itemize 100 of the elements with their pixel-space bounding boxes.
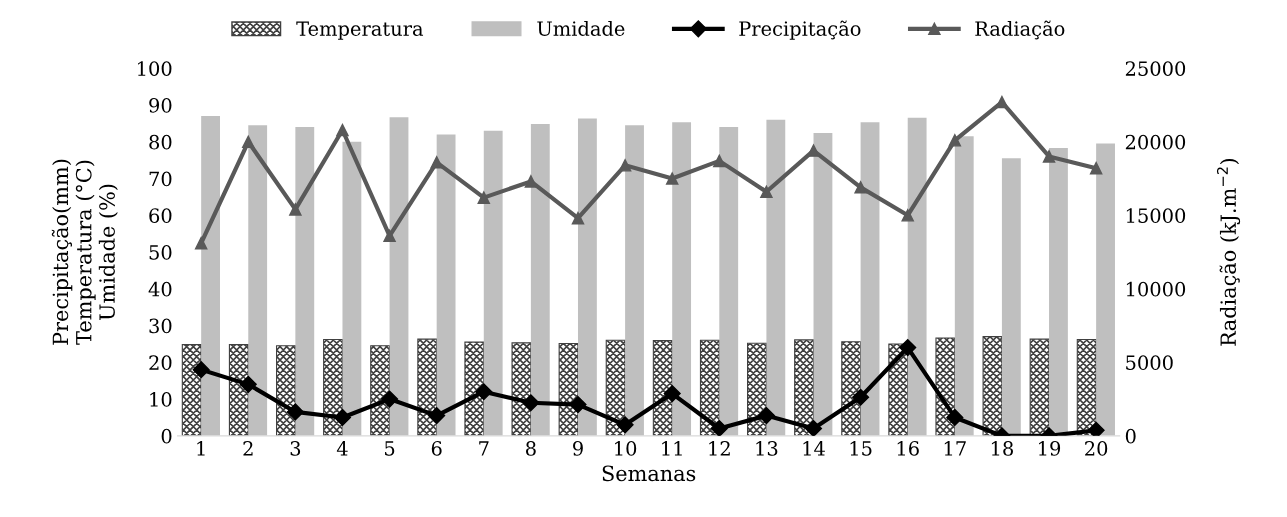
point: [616, 416, 634, 434]
x-tick-label: 9: [573, 441, 583, 456]
y2-tick-label: 20000: [1125, 134, 1186, 150]
bar: [1001, 158, 1021, 436]
bar: [888, 343, 909, 436]
bar: [794, 339, 815, 436]
x-tick-label: 20: [1085, 441, 1108, 456]
y-tick-label: 50: [149, 244, 172, 260]
y-tick-label: 70: [149, 171, 172, 187]
point: [946, 408, 964, 427]
bar: [907, 117, 927, 436]
bar: [719, 127, 739, 436]
point: [663, 385, 681, 403]
bar: [954, 136, 974, 436]
y-tick-label: 40: [148, 281, 172, 297]
point: [854, 181, 867, 194]
bar: [982, 336, 1003, 436]
y-tick-label: 60: [149, 208, 172, 223]
x-tick-label: 5: [385, 441, 395, 456]
y-tick-label: 30: [149, 318, 172, 334]
point: [477, 191, 491, 204]
bar: [672, 122, 692, 436]
point: [710, 419, 728, 436]
y-tick-label: 10: [150, 392, 172, 407]
point: [760, 185, 773, 199]
point: [428, 407, 446, 425]
x-tick-label: 16: [897, 441, 919, 456]
bar: [1096, 143, 1115, 436]
bar: [370, 345, 391, 436]
x-tick-label: 10: [615, 441, 637, 456]
bar: [201, 116, 220, 436]
x-tick-label: 7: [479, 441, 489, 456]
y2-tick-label: 15000: [1126, 208, 1186, 223]
x-tick-label: 14: [803, 441, 825, 456]
bar: [389, 117, 409, 436]
bar: [1029, 338, 1050, 436]
y-axis-title: Precipitação(mm) Temperatura (°C) Umidade (%): [51, 159, 118, 345]
y-tick-label: 0: [161, 428, 172, 444]
bar: [577, 118, 597, 436]
bar: [295, 127, 315, 436]
x-tick-label: 4: [336, 441, 348, 456]
point: [286, 403, 304, 421]
point: [289, 203, 302, 216]
y2-tick-label: 0: [1125, 428, 1136, 444]
x-tick-label: 8: [526, 441, 536, 456]
point: [757, 407, 775, 425]
point: [522, 394, 540, 412]
point: [899, 339, 917, 357]
bar: [342, 141, 362, 436]
point: [618, 159, 632, 172]
bar: [625, 125, 644, 436]
bar: [181, 344, 202, 436]
bar: [464, 341, 485, 436]
bar: [417, 338, 438, 436]
point: [804, 419, 823, 436]
bar: [860, 122, 880, 436]
bar: [511, 342, 532, 436]
legend-label: Temperatura: [296, 21, 424, 40]
point: [194, 236, 208, 250]
y-tick-label: 20: [149, 355, 172, 370]
point: [713, 154, 726, 168]
point: [571, 211, 585, 225]
point: [901, 209, 914, 222]
point: [1042, 150, 1056, 163]
point: [524, 175, 538, 188]
point: [383, 229, 396, 243]
point: [948, 134, 962, 147]
x-tick-label: 6: [431, 441, 442, 456]
bar: [841, 341, 862, 436]
y-tick-label: 80: [149, 134, 172, 150]
bar: [248, 125, 268, 436]
legend-label: Radiação: [975, 20, 1065, 40]
point: [239, 375, 257, 393]
y2-tick-label: 25000: [1125, 61, 1186, 76]
x-tick-label: 13: [756, 441, 778, 456]
point: [665, 172, 679, 185]
point: [1087, 421, 1105, 436]
x-tick-label: 12: [709, 441, 730, 456]
y-tick-label: 100: [138, 61, 172, 76]
point: [475, 383, 493, 401]
point: [569, 396, 587, 414]
legend-label: Umidade: [537, 20, 625, 36]
legend-label: Precipitação: [739, 20, 861, 40]
x-tick-label: 2: [243, 441, 253, 456]
bar: [1049, 148, 1068, 436]
point: [333, 408, 352, 427]
point: [381, 390, 399, 408]
bar: [436, 134, 456, 436]
bar: [483, 130, 503, 436]
x-tick-label: 18: [991, 441, 1013, 456]
x-tick-label: 1: [197, 441, 205, 456]
bar: [530, 124, 550, 436]
x-axis-title: Semanas: [602, 465, 696, 482]
point: [852, 388, 870, 406]
point: [995, 95, 1009, 109]
x-tick-label: 17: [944, 441, 966, 456]
point: [336, 123, 349, 137]
x-tick-label: 11: [662, 441, 682, 456]
bar: [813, 132, 833, 436]
x-tick-label: 15: [850, 441, 872, 456]
